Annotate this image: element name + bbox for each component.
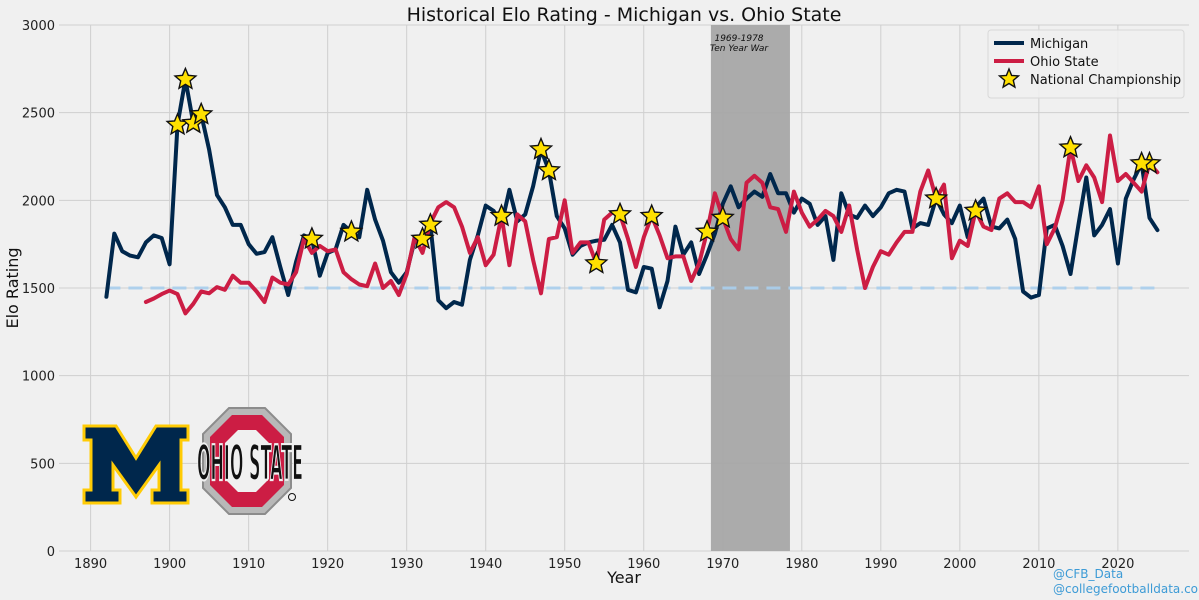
credit-website: @collegefootballdata.com xyxy=(1053,582,1199,596)
y-tick-label-1500: 1500 xyxy=(22,282,55,297)
x-tick-label-1930: 1930 xyxy=(390,557,423,572)
michigan-block-m-logo xyxy=(82,424,190,505)
michigan-championship-star-1932 xyxy=(410,226,435,250)
michigan-championship-star-1933 xyxy=(418,212,443,236)
y-tick-label-2500: 2500 xyxy=(22,107,55,122)
y-tick-label-1000: 1000 xyxy=(22,370,55,385)
legend-championship-label: National Championship xyxy=(1030,73,1181,88)
x-tick-label-1960: 1960 xyxy=(627,557,660,572)
y-tick-label-3000: 3000 xyxy=(22,19,55,34)
ohio-state-championship-star-1942 xyxy=(489,203,514,227)
x-axis-title: Year xyxy=(606,568,641,587)
legend-box xyxy=(987,29,1185,99)
x-tick-label-1910: 1910 xyxy=(232,557,265,572)
michigan-championship-star-1947 xyxy=(528,136,554,160)
michigan-championship-star-1923 xyxy=(339,219,364,243)
y-tick-label-0: 0 xyxy=(47,545,55,560)
championship-markers xyxy=(165,66,1162,274)
legend-michigan-label: Michigan xyxy=(1030,37,1088,52)
michigan-championship-star-1948 xyxy=(536,157,562,181)
chart-title: Historical Elo Rating - Michigan vs. Ohi… xyxy=(407,4,842,26)
ohio-state-championship-star-1954 xyxy=(584,250,609,274)
x-tick-label-1940: 1940 xyxy=(469,557,502,572)
svg-text:OHIO STATE: OHIO STATE xyxy=(197,437,303,493)
ohio-state-championship-star-1957 xyxy=(607,201,633,225)
ten-year-war-years: 1969-1978 xyxy=(714,34,763,44)
legend-ohio-state-label: Ohio State xyxy=(1030,55,1099,70)
x-tick-label-1950: 1950 xyxy=(548,557,581,572)
michigan-line xyxy=(104,77,1160,311)
x-tick-label-2010: 2010 xyxy=(1022,557,1055,572)
michigan-championship-star-2023 xyxy=(1129,150,1154,174)
y-axis-title: Elo Rating xyxy=(3,247,22,328)
ohio-state-championship-star-1961 xyxy=(639,203,664,227)
x-tick-label-1900: 1900 xyxy=(153,557,186,572)
ohio-state-championship-star-2014 xyxy=(1058,134,1083,159)
x-tick-label-1920: 1920 xyxy=(311,557,344,572)
x-tick-label-2020: 2020 xyxy=(1101,557,1134,572)
x-tick-label-2000: 2000 xyxy=(943,557,976,572)
y-tick-label-500: 500 xyxy=(30,457,55,472)
michigan-championship-star-1997 xyxy=(923,185,949,209)
x-tick-label-1970: 1970 xyxy=(706,557,739,572)
ten-year-war-label: Ten Year War xyxy=(710,44,770,54)
y-tick-label-2000: 2000 xyxy=(22,194,55,209)
michigan-championship-star-1902 xyxy=(173,66,198,90)
axis-ticks: 1890 1900 1910 1920 1930 1940 1950 1960 1970 1980… xyxy=(22,19,1135,572)
x-tick-label-1980: 1980 xyxy=(785,557,818,572)
ohio-state-championship-star-1968 xyxy=(694,219,720,243)
michigan-championship-star-1918 xyxy=(299,226,325,250)
ohio-state-championship-star-1970 xyxy=(710,205,735,229)
ohio-state-logo: OHIO STATE xyxy=(196,407,304,515)
michigan-championship-star-1904 xyxy=(189,101,214,125)
x-tick-label-1890: 1890 xyxy=(74,557,107,572)
x-tick-label-1990: 1990 xyxy=(864,557,897,572)
legend-star-icon xyxy=(997,67,1021,89)
credit-twitter: @CFB_Data xyxy=(1053,567,1123,581)
legend: Michigan Ohio State National Championshi… xyxy=(987,29,1185,99)
ohio-state-championship-star-2002 xyxy=(963,198,988,222)
